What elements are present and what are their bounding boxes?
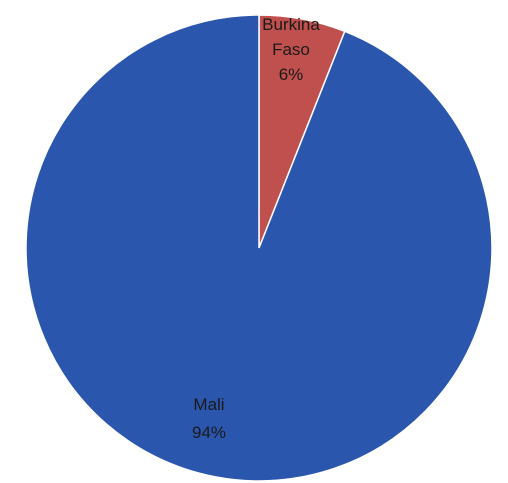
pie-slice-mali — [25, 14, 493, 482]
data-label-line: 94% — [192, 423, 226, 442]
data-label-line: Mali — [193, 395, 224, 414]
data-label-line: Faso — [272, 40, 310, 59]
pie-slices — [25, 14, 493, 482]
data-label-line: 6% — [279, 65, 304, 84]
data-label-mali: Mali 94% — [192, 395, 226, 442]
pie-labels: Burkina Faso 6% Mali 94% — [192, 15, 320, 442]
data-label-line: Burkina — [262, 15, 320, 34]
data-label-burkina-faso: Burkina Faso 6% — [262, 15, 320, 84]
